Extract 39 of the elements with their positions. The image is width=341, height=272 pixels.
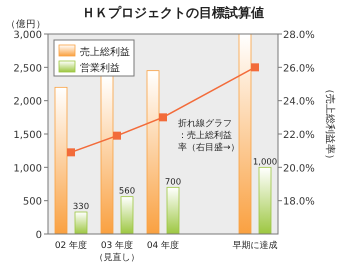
bar: [238, 34, 252, 234]
y2-tick-label: 22.0%: [283, 130, 315, 141]
bar: [258, 166, 272, 234]
point: [159, 113, 167, 122]
bar: [146, 70, 160, 234]
x-tick-label: 02 年度: [54, 240, 88, 251]
y-axis-title: （億円）: [6, 18, 46, 30]
x-tick-label: 04 年度: [146, 240, 180, 251]
point: [251, 63, 259, 72]
y2-tick-label: 20.0%: [283, 163, 315, 174]
y2-tick-label: 26.0%: [283, 63, 315, 74]
bar: [100, 76, 114, 234]
y2-axis-title: （売上総利益率）: [324, 84, 336, 164]
y-tick-label: 500: [22, 196, 42, 208]
data-label: 1,000: [252, 157, 278, 168]
x-tick-label: 早期に達成: [232, 240, 278, 251]
annotation: 折れ線グラフ：売上総利益率（右目盛→）: [178, 118, 240, 153]
y2-tick-label: 18.0%: [283, 196, 315, 208]
chart-title: ＨＫプロジェクトの目標試算値: [82, 5, 264, 21]
y-tick-label: 0: [36, 230, 42, 241]
y2-tick-label: 24.0%: [283, 96, 315, 108]
data-label: 700: [164, 177, 182, 188]
data-label: 560: [118, 186, 136, 197]
point: [113, 132, 121, 140]
bar: [74, 212, 88, 234]
data-label: 330: [72, 202, 90, 212]
point: [67, 148, 75, 156]
bar: [54, 86, 68, 234]
legend-label: 営業利益: [80, 62, 120, 74]
y-tick-label: 2,500: [13, 63, 42, 74]
bar: [120, 196, 134, 234]
x-tick-label: 03 年度（見直し）: [94, 240, 140, 263]
y-tick-label: 3,000: [13, 30, 42, 41]
y2-tick-label: 28.0%: [283, 30, 315, 41]
y-tick-label: 1,000: [13, 163, 42, 174]
legend-label: 売上総利益: [80, 46, 130, 58]
bar: [166, 186, 180, 234]
y-tick-label: 2,000: [13, 96, 42, 108]
y-tick-label: 1,500: [13, 130, 42, 141]
